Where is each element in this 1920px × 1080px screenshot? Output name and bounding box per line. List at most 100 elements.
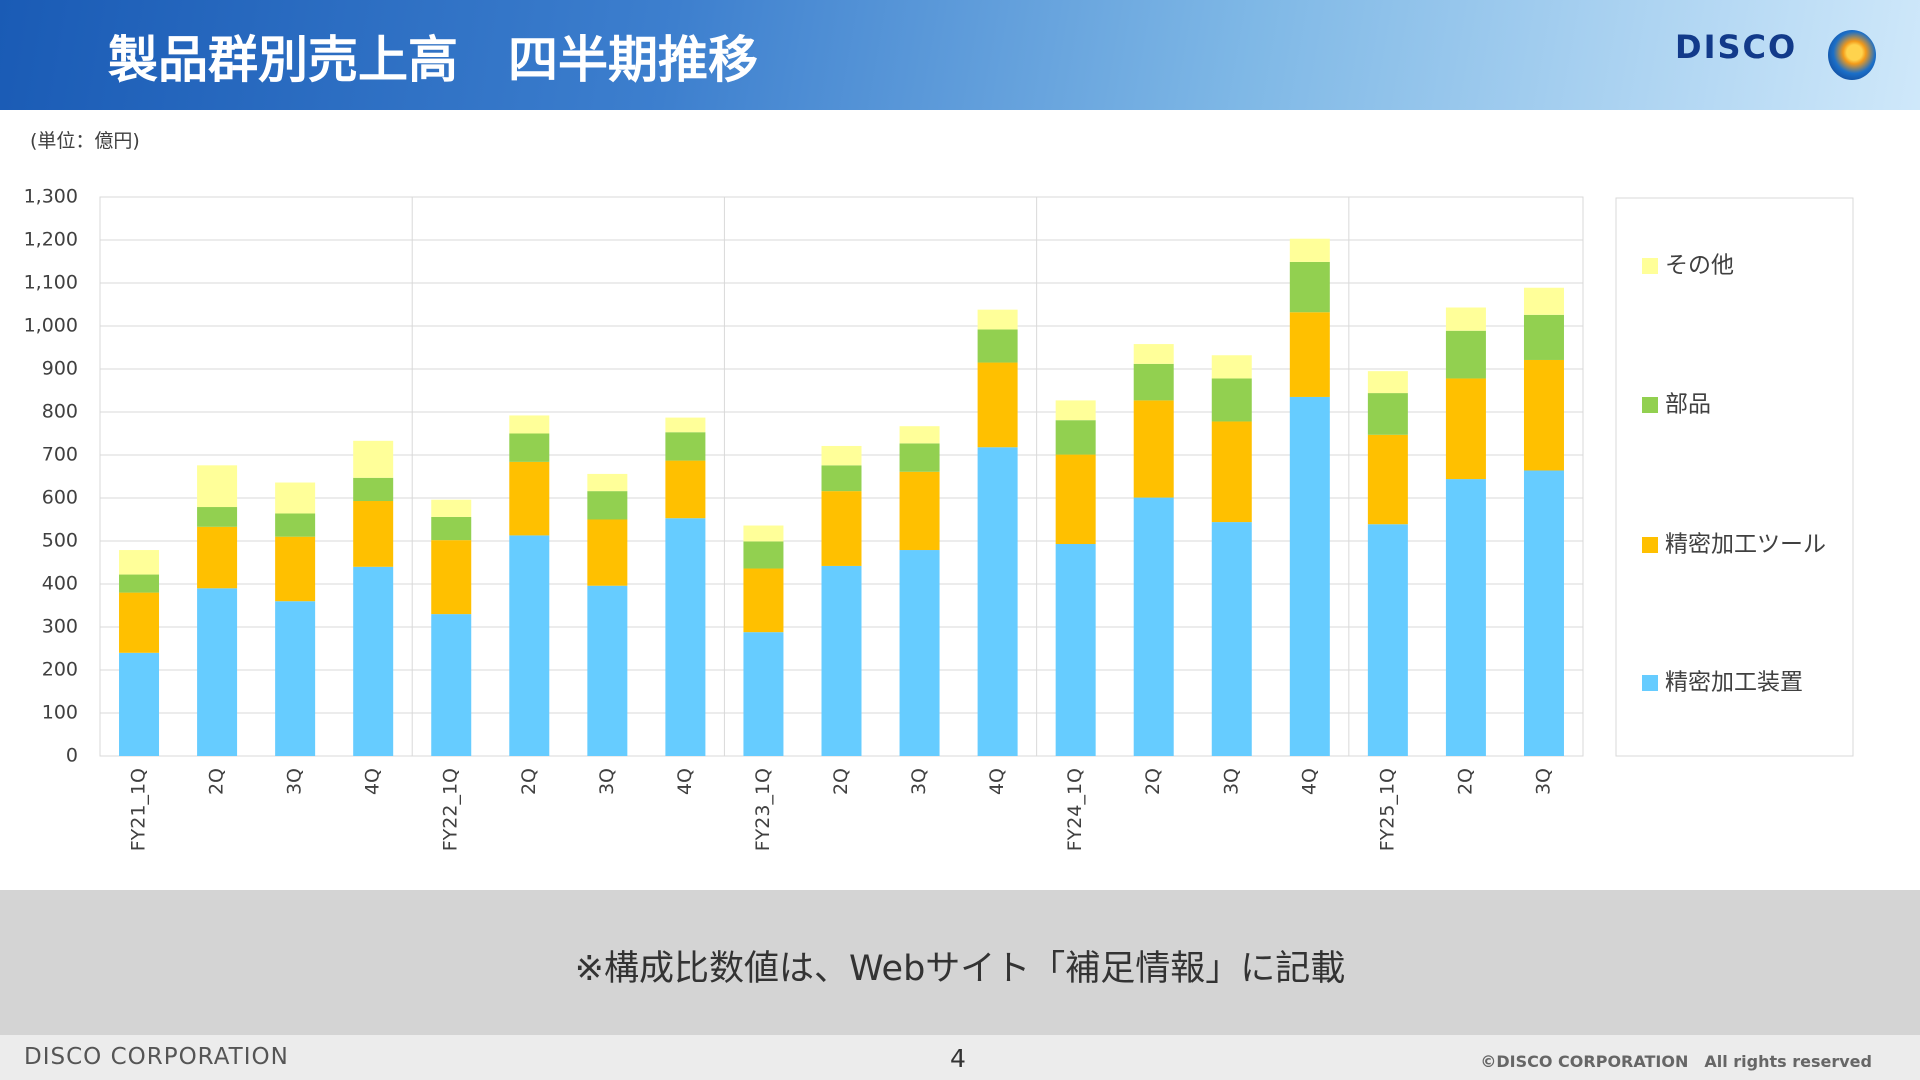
bar-segment — [353, 477, 394, 502]
bar-segment — [1133, 400, 1174, 498]
bar-segment — [197, 507, 238, 527]
bar-segment — [1445, 479, 1486, 756]
y-tick-label: 0 — [66, 745, 78, 767]
bar-segment — [1445, 378, 1486, 480]
y-tick-label: 1,100 — [24, 272, 78, 294]
bar-segment — [665, 432, 706, 461]
bar-segment — [587, 585, 628, 756]
legend-label: 精密加工ツール — [1665, 532, 1826, 558]
bar-segment — [1133, 497, 1174, 756]
note: ※構成比数値は、Webサイト「補足情報」に記載 — [574, 949, 1346, 989]
bar-segment — [509, 461, 550, 536]
legend-label: 精密加工装置 — [1665, 670, 1803, 696]
x-tick-label: 4Q — [674, 768, 696, 795]
copyright: ©DISCO CORPORATION All rights reserved — [1480, 1052, 1872, 1071]
x-tick-label: FY22_1Q — [440, 768, 462, 851]
bar-segment — [1367, 524, 1408, 756]
bar-segment — [197, 526, 238, 589]
bar-segment — [587, 491, 628, 520]
x-tick-label: FY24_1Q — [1064, 768, 1086, 851]
bar-segment — [1523, 314, 1564, 360]
x-tick-label: 3Q — [908, 768, 930, 795]
y-tick-label: 1,200 — [24, 229, 78, 251]
x-tick-label: 3Q — [1220, 768, 1242, 795]
bar-segment — [119, 574, 160, 593]
bar-segment — [275, 513, 316, 537]
bar-segment — [353, 440, 394, 478]
bar-segment — [743, 525, 784, 542]
bar-segment — [509, 415, 550, 434]
bar-segment — [1367, 371, 1408, 394]
bar-segment — [1133, 363, 1174, 401]
bar-segment — [353, 566, 394, 756]
slide-title: 製品群別売上高 四半期推移 — [108, 31, 758, 89]
bar-segment — [821, 465, 862, 492]
page-number: 4 — [950, 1044, 966, 1073]
bar-segment — [587, 519, 628, 586]
y-tick-label: 300 — [42, 616, 78, 638]
y-tick-label: 1,300 — [24, 186, 78, 208]
bar-segment — [275, 536, 316, 602]
y-tick-label: 200 — [42, 659, 78, 681]
bar-segment — [977, 447, 1018, 756]
unit-label: (単位：億円) — [30, 130, 140, 152]
bar-segment — [899, 443, 940, 472]
bar-segment — [1211, 421, 1252, 523]
x-tick-label: 2Q — [830, 768, 852, 795]
bar-segment — [899, 550, 940, 756]
bar-segment — [977, 329, 1018, 363]
x-tick-label: 2Q — [1142, 768, 1164, 795]
x-tick-label: 2Q — [1454, 768, 1476, 795]
bar-segment — [1211, 378, 1252, 422]
bar-segment — [1445, 307, 1486, 331]
x-tick-label: 3Q — [596, 768, 618, 795]
y-tick-label: 1,000 — [24, 315, 78, 337]
bar-segment — [743, 541, 784, 569]
bar-segment — [431, 516, 472, 541]
bar-segment — [1289, 396, 1330, 756]
bar-segment — [275, 601, 316, 756]
x-tick-label: FY25_1Q — [1376, 768, 1398, 851]
legend-label: その他 — [1665, 253, 1734, 279]
x-tick-label: 4Q — [986, 768, 1008, 795]
bar-segment — [431, 499, 472, 517]
bar-segment — [353, 501, 394, 567]
bar-segment — [1211, 522, 1252, 756]
bar-segment — [197, 588, 238, 756]
bar-segment — [1523, 359, 1564, 471]
bar-segment — [1445, 330, 1486, 379]
legend-swatch — [1642, 537, 1658, 553]
x-tick-label: FY21_1Q — [128, 768, 150, 851]
bar-segment — [1055, 400, 1096, 421]
bar-segment — [1289, 238, 1330, 262]
footer-company: DISCO CORPORATION — [24, 1044, 289, 1070]
bar-segment — [665, 460, 706, 519]
bar-segment — [1055, 544, 1096, 756]
bar-segment — [821, 491, 862, 566]
bar-segment — [119, 550, 160, 575]
y-tick-label: 400 — [42, 573, 78, 595]
bar-segment — [1367, 393, 1408, 435]
y-tick-label: 700 — [42, 444, 78, 466]
x-tick-label: FY23_1Q — [752, 768, 774, 851]
legend-swatch — [1642, 258, 1658, 274]
footer: DISCO CORPORATION 4 ©DISCO CORPORATION A… — [0, 1035, 1920, 1080]
bar-segment — [587, 473, 628, 492]
bar-segment — [431, 540, 472, 615]
y-tick-label: 100 — [42, 702, 78, 724]
y-tick-label: 500 — [42, 530, 78, 552]
x-tick-label: 4Q — [1298, 768, 1320, 795]
legend-label: 部品 — [1665, 392, 1711, 418]
bar-segment — [1055, 454, 1096, 545]
bar-segment — [431, 614, 472, 756]
bar-segment — [119, 592, 160, 653]
bar-segment — [119, 652, 160, 756]
bar-segment — [665, 417, 706, 433]
chart: 0 100 200 300 400 500 600 700 800 900 1,000 1,100 1,… — [24, 186, 1854, 851]
bar-segment — [275, 482, 316, 514]
x-tick-label: 4Q — [362, 768, 384, 795]
x-tick-label: 2Q — [518, 768, 540, 795]
y-tick-label: 600 — [42, 487, 78, 509]
bar-segment — [509, 433, 550, 462]
